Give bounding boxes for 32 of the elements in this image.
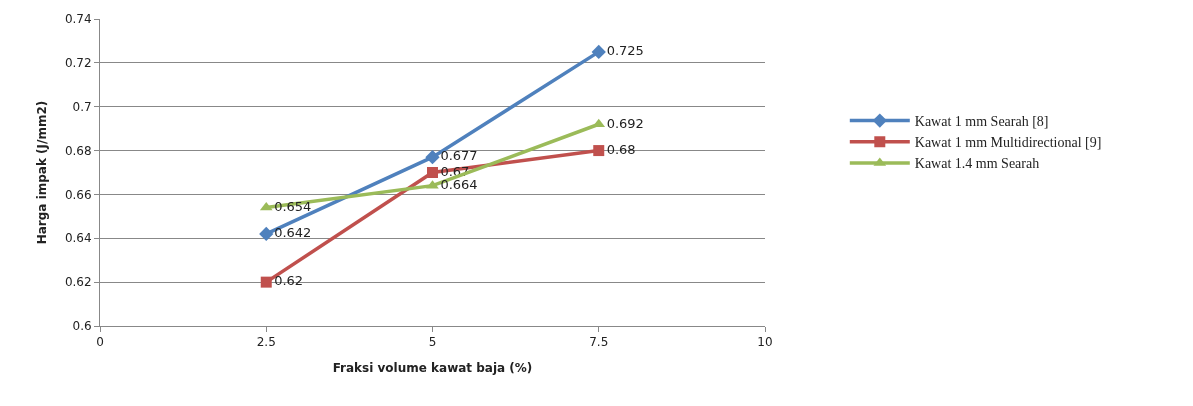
data-label: 0.62 — [274, 273, 304, 289]
legend-label: Kawat 1.4 mm Searah — [914, 156, 1040, 172]
x-tick-label: 7.5 — [589, 335, 609, 350]
data-label: 0.664 — [440, 176, 478, 192]
y-tick-label: 0.6 — [72, 319, 92, 334]
y-tick-label: 0.62 — [64, 275, 92, 290]
legend-label: Kawat 1 mm Multidirectional [9] — [914, 135, 1102, 151]
y-tick-label: 0.74 — [64, 12, 92, 27]
y-tick-label: 0.64 — [64, 231, 92, 246]
data-label: 0.68 — [606, 141, 636, 157]
data-label: 0.725 — [606, 43, 644, 59]
x-tick-label: 10 — [757, 335, 773, 350]
x-tick-label: 2.5 — [256, 335, 276, 350]
point — [427, 167, 438, 178]
y-tick-label: 0.66 — [64, 187, 92, 202]
point — [593, 145, 605, 157]
x-axis-title: Fraksi volume kawat baja (%) — [332, 361, 533, 376]
x-tick-label: 0 — [96, 335, 104, 350]
x-tick-label: 5 — [428, 335, 437, 350]
point — [592, 118, 606, 128]
y-tick-label: 0.72 — [64, 56, 92, 71]
point — [591, 44, 606, 60]
legend-label: Kawat 1 mm Searah [8] — [914, 114, 1049, 130]
point — [425, 150, 440, 165]
data-label: 0.692 — [606, 115, 644, 131]
data-label: 0.677 — [440, 148, 478, 164]
point — [260, 276, 272, 288]
y-tick-label: 0.7 — [72, 99, 92, 114]
data-label: 0.642 — [274, 225, 312, 241]
point — [259, 226, 274, 242]
y-tick-label: 0.68 — [64, 143, 92, 158]
y-axis-title: Harga impak (J/mm2) — [35, 100, 50, 245]
